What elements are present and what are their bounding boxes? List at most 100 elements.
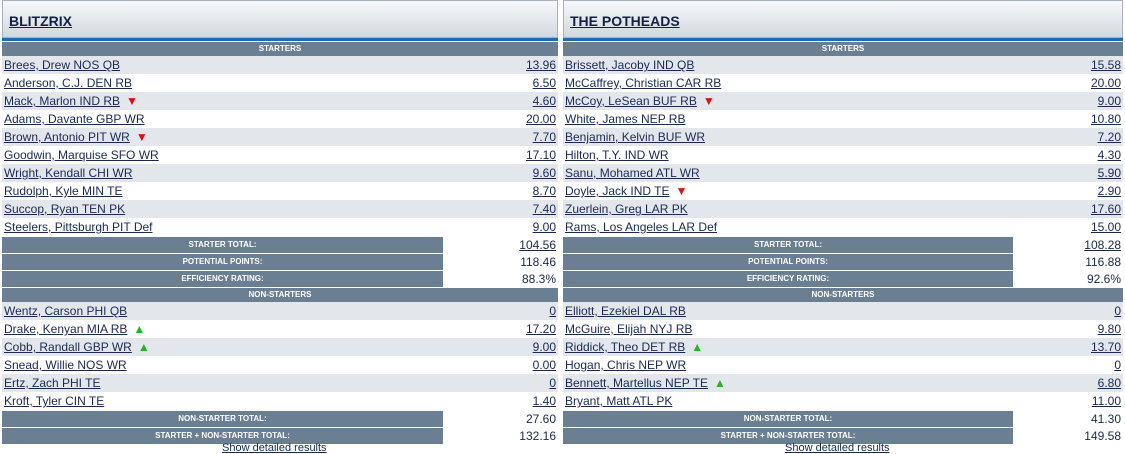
green-up-triangle-icon: ▲ bbox=[713, 376, 726, 390]
player-name-link[interactable]: Succop, Ryan TEN PK bbox=[4, 200, 125, 218]
nonstarter-row: Bryant, Matt ATL PK 11.00 bbox=[563, 392, 1123, 410]
green-up-triangle-icon: ▲ bbox=[137, 340, 150, 354]
player-points-link[interactable]: 0 bbox=[1114, 304, 1121, 318]
player-points-link[interactable]: 6.50 bbox=[532, 76, 556, 90]
player-name-link[interactable]: Snead, Willie NOS WR bbox=[4, 356, 127, 374]
player-name-link[interactable]: Brees, Drew NOS QB bbox=[4, 56, 120, 74]
player-points-link[interactable]: 15.00 bbox=[1090, 220, 1121, 234]
player-points-link[interactable]: 0 bbox=[1114, 358, 1121, 372]
team-name-link[interactable]: BLITZRIX bbox=[9, 13, 72, 29]
player-name-link[interactable]: Sanu, Mohamed ATL WR bbox=[565, 164, 700, 182]
player-points-link[interactable]: 9.00 bbox=[532, 340, 556, 354]
player-points-link[interactable]: 7.40 bbox=[532, 202, 556, 216]
player-points-link[interactable]: 10.80 bbox=[1090, 112, 1121, 126]
player-points-link[interactable]: 0 bbox=[549, 376, 556, 390]
player-points-link[interactable]: 20.00 bbox=[525, 112, 556, 126]
potential-points-value: 116.88 bbox=[1085, 255, 1121, 269]
player-points-link[interactable]: 11.00 bbox=[1091, 394, 1121, 408]
player-points-link[interactable]: 4.60 bbox=[532, 94, 556, 108]
player-points-link[interactable]: 0 bbox=[549, 304, 556, 318]
team-panel-left: BLITZRIX STARTERS Brees, Drew NOS QB 13.96 A… bbox=[2, 0, 558, 454]
player-points-link[interactable]: 9.60 bbox=[532, 166, 556, 180]
team-header: THE POTHEADS bbox=[563, 0, 1123, 38]
player-points-link[interactable]: 5.90 bbox=[1097, 166, 1121, 180]
show-detailed-results-link[interactable]: Show detailed results bbox=[222, 442, 327, 454]
player-points-link[interactable]: 7.20 bbox=[1097, 130, 1121, 144]
player-name-link[interactable]: Riddick, Theo DET RB ▲ bbox=[565, 338, 703, 356]
player-points-link[interactable]: 15.58 bbox=[1090, 58, 1121, 72]
player-name-link[interactable]: Hogan, Chris NEP WR bbox=[565, 356, 686, 374]
combined-total-label: STARTER + NON-STARTER TOTAL: bbox=[563, 428, 1013, 444]
player-points-link[interactable]: 0.00 bbox=[532, 358, 556, 372]
player-name-text: Bennett, Martellus NEP TE bbox=[565, 376, 708, 390]
player-name-link[interactable]: Zuerlein, Greg LAR PK bbox=[565, 200, 688, 218]
player-points-link[interactable]: 20.00 bbox=[1090, 76, 1121, 90]
starter-row: Mack, Marlon IND RB ▼ 4.60 bbox=[2, 92, 558, 110]
potential-points-label: POTENTIAL POINTS: bbox=[563, 254, 1013, 270]
player-points-link[interactable]: 1.40 bbox=[532, 394, 556, 408]
player-name-link[interactable]: Rudolph, Kyle MIN TE bbox=[4, 182, 123, 200]
player-name-link[interactable]: Anderson, C.J. DEN RB bbox=[4, 74, 132, 92]
player-points-link[interactable]: 7.70 bbox=[532, 130, 556, 144]
player-name-link[interactable]: Cobb, Randall GBP WR ▲ bbox=[4, 338, 150, 356]
player-points-link[interactable]: 9.00 bbox=[532, 220, 556, 234]
nonstarter-row: Ertz, Zach PHI TE 0 bbox=[2, 374, 558, 392]
starter-row: Brown, Antonio PIT WR ▼ 7.70 bbox=[2, 128, 558, 146]
player-name-link[interactable]: McCoy, LeSean BUF RB ▼ bbox=[565, 92, 715, 110]
player-name-text: Elliott, Ezekiel DAL RB bbox=[565, 304, 686, 318]
player-name-link[interactable]: Elliott, Ezekiel DAL RB bbox=[565, 302, 686, 320]
player-name-link[interactable]: Adams, Davante GBP WR bbox=[4, 110, 145, 128]
starter-total-value[interactable]: 104.56 bbox=[519, 238, 556, 252]
player-points-link[interactable]: 2.90 bbox=[1097, 184, 1121, 198]
player-name-link[interactable]: Bryant, Matt ATL PK bbox=[565, 392, 672, 410]
player-name-link[interactable]: Ertz, Zach PHI TE bbox=[4, 374, 100, 392]
red-down-triangle-icon: ▼ bbox=[702, 94, 715, 108]
show-detailed-results-link[interactable]: Show detailed results bbox=[785, 442, 890, 454]
player-name-link[interactable]: McGuire, Elijah NYJ RB bbox=[565, 320, 692, 338]
player-name-link[interactable]: Bennett, Martellus NEP TE ▲ bbox=[565, 374, 726, 392]
player-name-link[interactable]: Benjamin, Kelvin BUF WR bbox=[565, 128, 705, 146]
player-name-link[interactable]: Brissett, Jacoby IND QB bbox=[565, 56, 694, 74]
nonstarter-row: Riddick, Theo DET RB ▲ 13.70 bbox=[563, 338, 1123, 356]
player-name-text: McGuire, Elijah NYJ RB bbox=[565, 322, 693, 336]
player-points-link[interactable]: 17.20 bbox=[525, 322, 556, 336]
player-name-link[interactable]: Mack, Marlon IND RB ▼ bbox=[4, 92, 138, 110]
efficiency-rating-label: EFFICIENCY RATING: bbox=[563, 271, 1013, 287]
player-points-link[interactable]: 8.70 bbox=[532, 184, 556, 198]
header-accent-bar bbox=[563, 38, 1123, 41]
player-points-link[interactable]: 17.10 bbox=[525, 148, 556, 162]
player-points-link[interactable]: 6.80 bbox=[1097, 376, 1121, 390]
player-name-link[interactable]: Doyle, Jack IND TE ▼ bbox=[565, 182, 687, 200]
player-points-link[interactable]: 4.30 bbox=[1097, 148, 1121, 162]
team-name-link[interactable]: THE POTHEADS bbox=[570, 13, 680, 29]
starters-section-label: STARTERS bbox=[2, 42, 558, 56]
player-name-link[interactable]: White, James NEP RB bbox=[565, 110, 685, 128]
combined-total-value: 132.16 bbox=[519, 429, 556, 443]
player-name-link[interactable]: Goodwin, Marquise SFO WR bbox=[4, 146, 159, 164]
efficiency-rating-value: 92.6% bbox=[1086, 272, 1121, 286]
player-name-link[interactable]: McCaffrey, Christian CAR RB bbox=[565, 74, 721, 92]
player-name-link[interactable]: Wright, Kendall CHI WR bbox=[4, 164, 132, 182]
starter-total-value[interactable]: 108.28 bbox=[1084, 238, 1121, 252]
starter-row: Goodwin, Marquise SFO WR 17.10 bbox=[2, 146, 558, 164]
player-name-link[interactable]: Brown, Antonio PIT WR ▼ bbox=[4, 128, 148, 146]
player-points-link[interactable]: 17.60 bbox=[1090, 202, 1121, 216]
nonstarter-row: Drake, Kenyan MIA RB ▲ 17.20 bbox=[2, 320, 558, 338]
player-points-link[interactable]: 9.00 bbox=[1097, 94, 1121, 108]
player-name-text: Riddick, Theo DET RB bbox=[565, 340, 686, 354]
player-name-link[interactable]: Wentz, Carson PHI QB bbox=[4, 302, 127, 320]
red-down-triangle-icon: ▼ bbox=[135, 130, 148, 144]
player-name-link[interactable]: Rams, Los Angeles LAR Def bbox=[565, 218, 717, 236]
starter-row: Succop, Ryan TEN PK 7.40 bbox=[2, 200, 558, 218]
player-name-link[interactable]: Kroft, Tyler CIN TE bbox=[4, 392, 104, 410]
player-points-link[interactable]: 9.80 bbox=[1097, 322, 1121, 336]
player-name-text: Zuerlein, Greg LAR PK bbox=[565, 202, 688, 216]
player-name-link[interactable]: Steelers, Pittsburgh PIT Def bbox=[4, 218, 153, 236]
player-points-link[interactable]: 13.96 bbox=[525, 58, 556, 72]
player-name-link[interactable]: Drake, Kenyan MIA RB ▲ bbox=[4, 320, 145, 338]
player-name-text: Sanu, Mohamed ATL WR bbox=[565, 166, 700, 180]
player-points-link[interactable]: 13.70 bbox=[1090, 340, 1121, 354]
starter-row: Rudolph, Kyle MIN TE 8.70 bbox=[2, 182, 558, 200]
player-name-link[interactable]: Hilton, T.Y. IND WR bbox=[565, 146, 669, 164]
player-name-text: Anderson, C.J. DEN RB bbox=[4, 76, 133, 90]
